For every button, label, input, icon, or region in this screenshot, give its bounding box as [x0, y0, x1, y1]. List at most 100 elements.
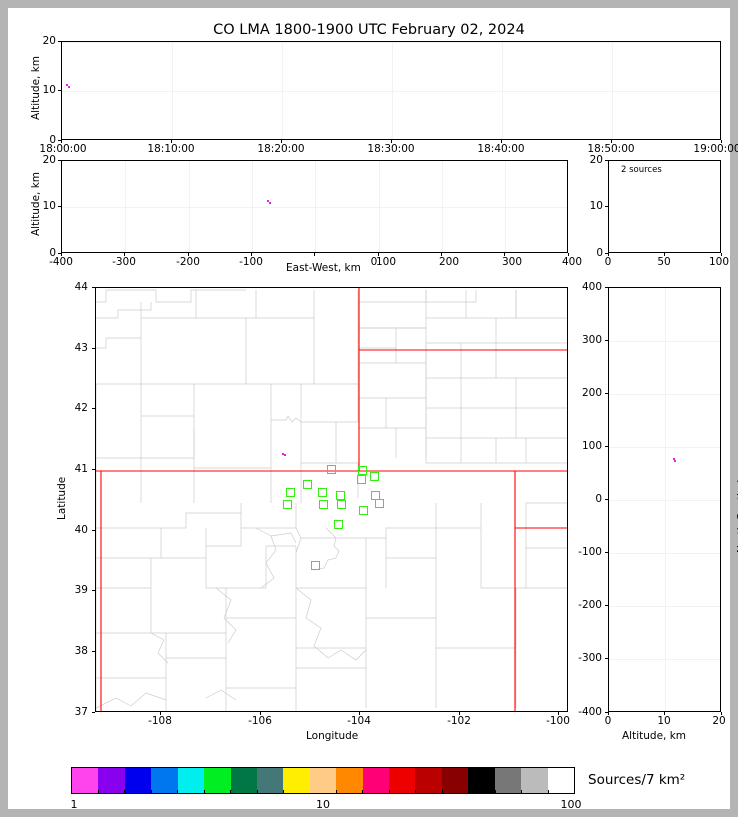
colorbar-swatch — [98, 768, 125, 793]
ytick-label: 300 — [581, 334, 602, 346]
colorbar-swatch — [441, 768, 469, 793]
map-geography — [96, 288, 567, 711]
colorbar-swatch — [468, 768, 495, 793]
map-xlabel: Longitude — [306, 730, 359, 742]
xtick-label: 0 — [370, 256, 378, 268]
ytick-label: 20 — [589, 154, 603, 166]
density-cell — [370, 472, 379, 481]
xtick-label: -400 — [49, 256, 73, 268]
colorbar-swatch — [177, 768, 205, 793]
source-point — [284, 454, 286, 456]
xtick-label: 100 — [375, 256, 397, 268]
xtick-label: 18:40:00 — [477, 143, 525, 155]
colorbar-tick-label: 100 — [560, 798, 582, 811]
time-height-ylabel: Altitude, km — [30, 55, 42, 120]
ytick-label: -200 — [578, 599, 602, 611]
xtick-label: 18:00:00 — [39, 143, 87, 155]
density-cell — [336, 491, 345, 500]
xtick-label: 18:10:00 — [147, 143, 195, 155]
altitude-histogram-panel[interactable]: 2 sources — [608, 160, 721, 253]
density-cell — [358, 466, 367, 475]
ytick-label: -100 — [578, 546, 602, 558]
source-point — [68, 86, 70, 88]
density-cell — [303, 480, 312, 489]
density-cell — [319, 500, 328, 509]
source-point — [282, 453, 284, 455]
ytick-label: 10 — [589, 200, 603, 212]
north-south-altitude-panel[interactable] — [608, 287, 721, 712]
density-cell — [359, 506, 368, 515]
xtick-label: -104 — [347, 715, 371, 727]
colorbar-title: Sources/7 km² — [588, 772, 686, 788]
xtick-label: 10 — [657, 715, 671, 727]
colorbar-swatch — [415, 768, 442, 793]
ytick-label: 100 — [581, 440, 602, 452]
east-west-height-xlabel: East-West, km — [286, 262, 361, 274]
source-point — [673, 458, 675, 460]
ytick-label: 10 — [42, 84, 56, 96]
density-cell — [334, 520, 343, 529]
xtick-label: 18:50:00 — [587, 143, 635, 155]
figure-title: CO LMA 1800-1900 UTC February 02, 2024 — [213, 22, 525, 38]
map-ylabel: Latitude — [56, 476, 68, 520]
xtick-label: 0 — [604, 256, 612, 268]
xtick-label: 19:00:00 — [693, 143, 738, 155]
ytick-label: 39 — [74, 584, 88, 596]
xtick-label: 18:20:00 — [257, 143, 305, 155]
figure-canvas: CO LMA 1800-1900 UTC February 02, 2024 0… — [8, 8, 738, 811]
ytick-label: -300 — [578, 652, 602, 664]
source-point — [269, 202, 271, 204]
colorbar-swatch — [389, 768, 416, 793]
xtick-label: -100 — [239, 256, 263, 268]
density-cell — [311, 561, 320, 570]
sources-density-colorbar[interactable] — [71, 767, 575, 794]
xtick-label: -200 — [176, 256, 200, 268]
colorbar-swatches — [72, 768, 574, 793]
density-cell — [375, 499, 384, 508]
ytick-label: 20 — [42, 35, 56, 47]
ytick-label: 20 — [42, 154, 56, 166]
colorbar-swatch — [309, 768, 337, 793]
density-cell — [283, 500, 292, 509]
colorbar-swatch — [283, 768, 310, 793]
ytick-label: 0 — [49, 247, 56, 259]
density-cell — [327, 465, 336, 474]
time-height-panel[interactable] — [61, 41, 721, 140]
source-count-annotation: 2 sources — [621, 165, 662, 175]
xtick-label: 0 — [604, 715, 612, 727]
density-cell — [286, 488, 295, 497]
colorbar-swatch — [521, 768, 548, 793]
colorbar-swatch — [124, 768, 152, 793]
colorbar-swatch — [72, 768, 99, 793]
colorbar-swatch — [204, 768, 231, 793]
colorbar-swatch — [362, 768, 390, 793]
ytick-label: 0 — [49, 134, 56, 146]
ytick-label: 0 — [596, 247, 603, 259]
colorbar-swatch — [151, 768, 178, 793]
xtick-label: -102 — [447, 715, 471, 727]
east-west-height-panel[interactable] — [61, 160, 568, 253]
ytick-label: 41 — [74, 463, 88, 475]
colorbar-tick-label: 10 — [316, 798, 330, 811]
ytick-label: 43 — [74, 342, 88, 354]
plan-view-map-panel[interactable] — [95, 287, 568, 712]
source-point — [267, 200, 269, 202]
colorbar-swatch — [256, 768, 284, 793]
ytick-label: -400 — [578, 706, 602, 718]
source-point — [674, 460, 676, 462]
ytick-label: 44 — [74, 281, 88, 293]
ytick-label: 10 — [42, 200, 56, 212]
xtick-label: -108 — [148, 715, 172, 727]
source-point — [66, 84, 68, 86]
north-south-xlabel: Altitude, km — [622, 730, 687, 742]
colorbar-swatch — [494, 768, 522, 793]
colorbar-swatch — [336, 768, 363, 793]
density-cell — [337, 500, 346, 509]
xtick-label: 200 — [438, 256, 460, 268]
xtick-label: 400 — [561, 256, 583, 268]
east-west-height-ylabel: Altitude, km — [30, 171, 42, 236]
colorbar-tick-label: 1 — [70, 798, 78, 811]
xtick-label: -106 — [248, 715, 272, 727]
xtick-label: 50 — [657, 256, 671, 268]
colorbar-swatch — [230, 768, 257, 793]
